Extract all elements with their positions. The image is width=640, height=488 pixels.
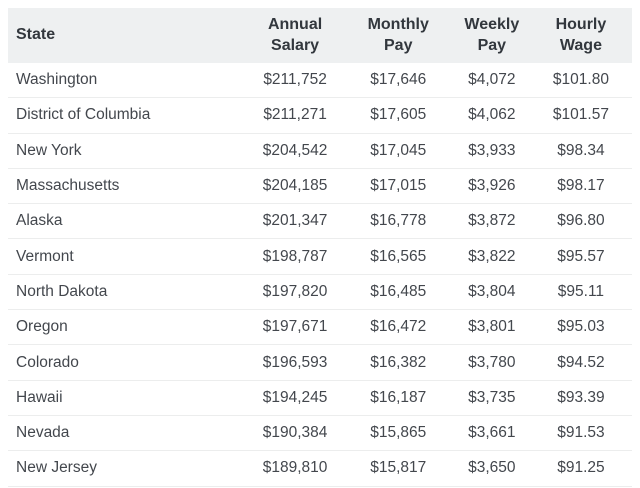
cell-monthly: $17,045 bbox=[348, 133, 448, 169]
table-row: District of Columbia $211,271 $17,605 $4,06… bbox=[8, 97, 632, 134]
cell-state: Alaska bbox=[8, 203, 242, 240]
cell-hourly: $93.39 bbox=[535, 380, 632, 416]
table-body: Washington $211,752 $17,646 $4,072 $101.80 Di… bbox=[8, 63, 632, 487]
cell-weekly: $3,650 bbox=[447, 450, 536, 487]
cell-annual: $198,787 bbox=[241, 238, 349, 275]
cell-monthly: $15,865 bbox=[348, 415, 448, 452]
table-row: North Dakota $197,820 $16,485 $3,804 $95.11 bbox=[8, 274, 632, 311]
cell-hourly: $91.53 bbox=[535, 415, 632, 452]
cell-annual: $201,347 bbox=[241, 203, 349, 240]
cell-hourly: $98.34 bbox=[535, 133, 632, 169]
cell-hourly: $95.03 bbox=[535, 309, 632, 346]
cell-monthly: $16,565 bbox=[348, 238, 448, 275]
cell-monthly: $16,472 bbox=[348, 309, 448, 346]
cell-monthly: $17,015 bbox=[348, 168, 448, 205]
cell-weekly: $3,661 bbox=[447, 415, 536, 452]
cell-hourly: $91.25 bbox=[535, 450, 632, 487]
cell-annual: $197,820 bbox=[241, 274, 349, 311]
cell-annual: $197,671 bbox=[241, 309, 349, 346]
cell-hourly: $94.52 bbox=[535, 344, 632, 381]
table-row: Nevada $190,384 $15,865 $3,661 $91.53 bbox=[8, 415, 632, 452]
cell-weekly: $3,872 bbox=[447, 203, 536, 240]
cell-state: Oregon bbox=[8, 309, 242, 346]
table-row: Vermont $198,787 $16,565 $3,822 $95.57 bbox=[8, 238, 632, 275]
cell-annual: $194,245 bbox=[241, 380, 349, 416]
cell-state: Nevada bbox=[8, 415, 242, 452]
cell-hourly: $101.80 bbox=[535, 63, 632, 99]
table-row: New York $204,542 $17,045 $3,933 $98.34 bbox=[8, 133, 632, 169]
cell-hourly: $101.57 bbox=[535, 97, 632, 134]
cell-monthly: $17,605 bbox=[348, 97, 448, 134]
cell-monthly: $16,382 bbox=[348, 344, 448, 381]
cell-state: Massachusetts bbox=[8, 168, 242, 205]
cell-hourly: $96.80 bbox=[535, 203, 632, 240]
cell-state: Colorado bbox=[8, 344, 242, 381]
cell-weekly: $3,804 bbox=[447, 274, 536, 311]
cell-state: Hawaii bbox=[8, 380, 242, 416]
cell-weekly: $4,062 bbox=[447, 97, 536, 134]
table-row: Hawaii $194,245 $16,187 $3,735 $93.39 bbox=[8, 380, 632, 416]
cell-hourly: $95.11 bbox=[535, 274, 632, 311]
cell-annual: $190,384 bbox=[241, 415, 349, 452]
cell-annual: $211,271 bbox=[241, 97, 349, 134]
table-header-row: State Annual Salary Monthly Pay Weekly Pay H… bbox=[8, 8, 632, 63]
cell-monthly: $16,778 bbox=[348, 203, 448, 240]
table-header: State Annual Salary Monthly Pay Weekly Pay H… bbox=[8, 8, 632, 63]
cell-state: District of Columbia bbox=[8, 97, 242, 134]
state-salary-table: State Annual Salary Monthly Pay Weekly Pay H… bbox=[8, 8, 632, 487]
cell-monthly: $16,485 bbox=[348, 274, 448, 311]
cell-state: Vermont bbox=[8, 238, 242, 275]
cell-annual: $204,542 bbox=[241, 133, 349, 169]
table-row: New Jersey $189,810 $15,817 $3,650 $91.25 bbox=[8, 450, 632, 487]
column-header-state: State bbox=[8, 8, 242, 63]
table-row: Washington $211,752 $17,646 $4,072 $101.80 bbox=[8, 63, 632, 99]
cell-monthly: $16,187 bbox=[348, 380, 448, 416]
column-header-annual: Annual Salary bbox=[241, 8, 349, 63]
cell-monthly: $17,646 bbox=[348, 63, 448, 99]
cell-weekly: $3,801 bbox=[447, 309, 536, 346]
cell-annual: $211,752 bbox=[241, 63, 349, 99]
cell-state: New Jersey bbox=[8, 450, 242, 487]
cell-weekly: $3,926 bbox=[447, 168, 536, 205]
cell-weekly: $3,933 bbox=[447, 133, 536, 169]
column-header-hourly: Hourly Wage bbox=[535, 8, 632, 63]
cell-state: North Dakota bbox=[8, 274, 242, 311]
cell-annual: $204,185 bbox=[241, 168, 349, 205]
column-header-weekly: Weekly Pay bbox=[447, 8, 536, 63]
cell-weekly: $3,780 bbox=[447, 344, 536, 381]
column-header-monthly: Monthly Pay bbox=[348, 8, 448, 63]
table-row: Alaska $201,347 $16,778 $3,872 $96.80 bbox=[8, 203, 632, 240]
table-row: Massachusetts $204,185 $17,015 $3,926 $98.17 bbox=[8, 168, 632, 205]
cell-hourly: $98.17 bbox=[535, 168, 632, 205]
cell-annual: $196,593 bbox=[241, 344, 349, 381]
cell-weekly: $3,822 bbox=[447, 238, 536, 275]
table-row: Oregon $197,671 $16,472 $3,801 $95.03 bbox=[8, 309, 632, 346]
cell-weekly: $3,735 bbox=[447, 380, 536, 416]
table-row: Colorado $196,593 $16,382 $3,780 $94.52 bbox=[8, 344, 632, 381]
cell-state: Washington bbox=[8, 63, 242, 99]
cell-state: New York bbox=[8, 133, 242, 169]
cell-hourly: $95.57 bbox=[535, 238, 632, 275]
cell-monthly: $15,817 bbox=[348, 450, 448, 487]
cell-annual: $189,810 bbox=[241, 450, 349, 487]
cell-weekly: $4,072 bbox=[447, 63, 536, 99]
